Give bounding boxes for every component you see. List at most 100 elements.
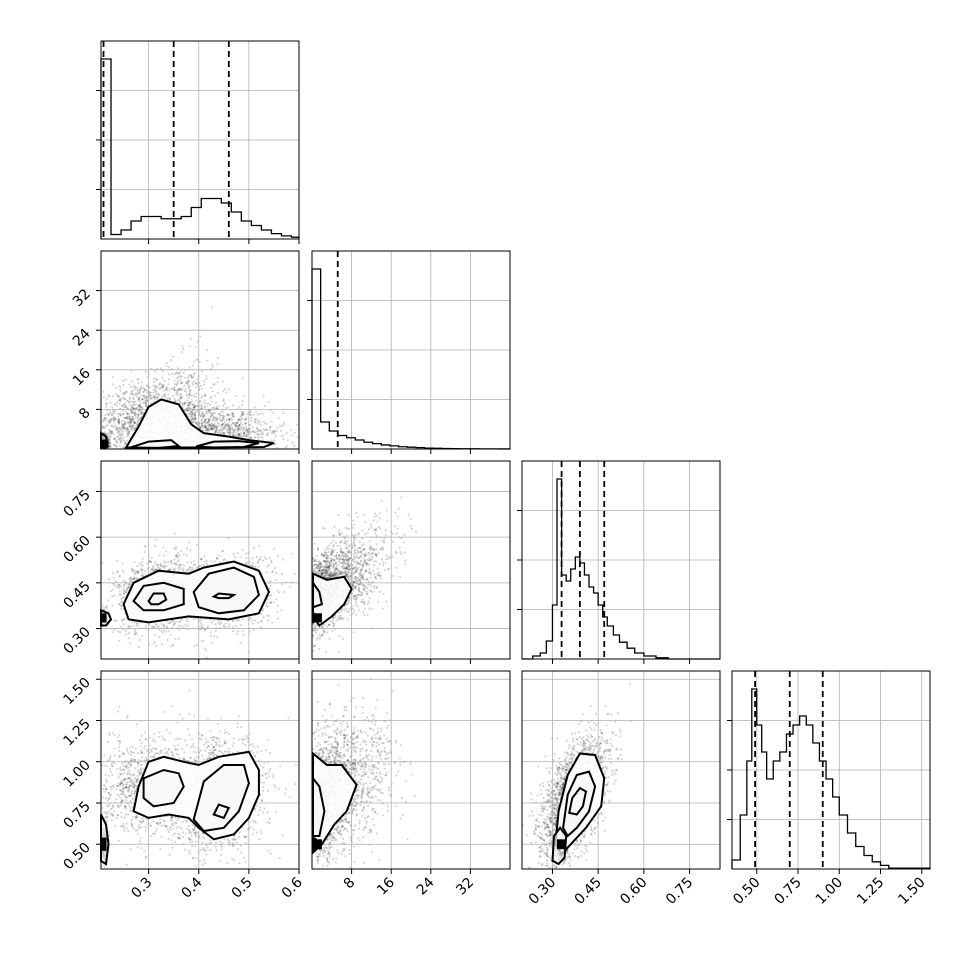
scatter-point [111,411,114,414]
scatter-point [232,433,235,436]
scatter-point [214,629,217,632]
scatter-point [123,398,126,401]
scatter-point [181,404,184,407]
scatter-point [273,442,276,445]
scatter-point [211,427,214,430]
scatter-point [136,386,139,389]
scatter-point [206,349,209,352]
scatter-point [122,413,125,416]
scatter-point [141,570,144,573]
scatter-point [111,604,114,607]
scatter-point [138,389,141,392]
scatter-point [211,428,214,431]
scatter-point [200,425,204,428]
scatter-point [250,419,253,422]
scatter-point [251,430,254,433]
scatter-point [174,622,177,625]
scatter-point [257,621,260,624]
scatter-point [139,406,142,409]
scatter-point [110,418,113,421]
scatter-point [174,399,177,402]
scatter-point [109,442,112,445]
scatter-point [124,442,127,445]
scatter-point [144,370,147,373]
scatter-point [235,424,238,427]
scatter-point [196,421,199,424]
scatter-point [174,548,177,551]
scatter-point [209,426,212,429]
scatter-point [133,413,136,416]
scatter-point [223,418,226,421]
scatter-point [213,425,216,428]
scatter-point [137,414,140,417]
scatter-point [209,367,212,370]
scatter-point [173,389,176,392]
scatter-point [146,383,149,387]
scatter-point [249,414,252,417]
scatter-point [138,389,141,392]
scatter-point [231,422,234,425]
scatter-point [119,440,123,443]
scatter-point [253,431,256,434]
scatter-point [130,418,133,421]
scatter-point [130,390,134,394]
scatter-point [282,423,285,426]
scatter-point [228,431,231,434]
scatter-point [291,552,294,555]
scatter-point [179,379,182,382]
scatter-point [235,425,238,428]
scatter-point [232,422,235,425]
scatter-point [146,389,149,392]
scatter-point [118,427,121,430]
scatter-point [240,623,243,627]
scatter-point [273,430,276,433]
scatter-point [220,430,223,434]
scatter-point [234,425,237,428]
scatter-point [254,418,257,421]
scatter-point [128,414,131,418]
scatter-point [126,429,129,432]
scatter-point [225,391,228,394]
scatter-point [223,425,226,428]
scatter-point [122,584,125,587]
scatter-point [133,427,136,430]
scatter-point [202,564,206,567]
scatter-point [182,567,185,570]
scatter-point [115,386,118,389]
scatter-point [127,413,130,416]
scatter-point [238,433,241,436]
scatter-point [102,426,105,429]
scatter-point [193,412,197,415]
scatter-point [237,427,240,430]
scatter-point [224,423,227,426]
scatter-point [118,426,122,429]
scatter-point [220,419,223,422]
scatter-point [254,431,257,434]
scatter-point [133,571,136,575]
scatter-point [129,642,132,645]
scatter-point [162,554,166,557]
scatter-point [141,401,144,405]
scatter-point [189,549,192,552]
scatter-point [137,414,140,417]
scatter-point [140,564,143,567]
scatter-point [156,625,159,628]
scatter-point [187,404,190,407]
scatter-point [149,395,152,398]
scatter-point [238,418,241,421]
scatter-point [193,416,196,419]
scatter-point [121,409,125,412]
scatter-point [118,444,121,447]
scatter-point [129,417,132,420]
scatter-point [201,624,204,627]
scatter-point [129,396,132,399]
scatter-point [241,413,244,416]
scatter-point [120,438,123,441]
scatter-point [196,404,199,407]
scatter-point [188,403,191,406]
scatter-point [118,412,121,415]
scatter-point [114,409,117,412]
scatter-point [118,590,121,593]
scatter-point [213,426,216,429]
